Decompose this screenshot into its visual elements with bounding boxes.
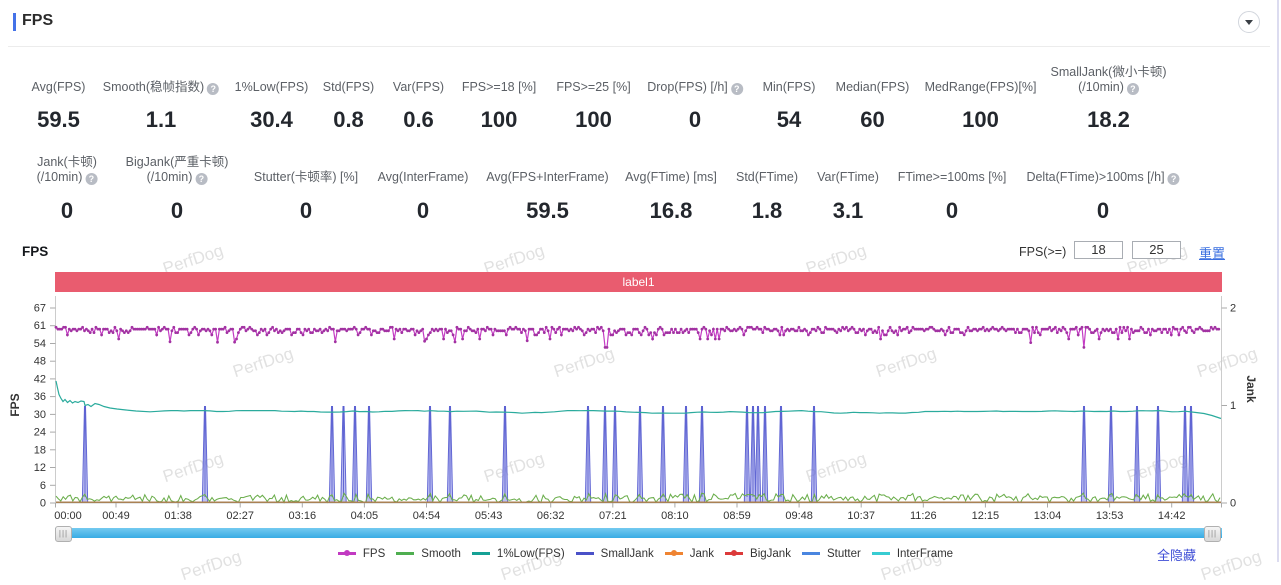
svg-text:00:49: 00:49 bbox=[102, 510, 130, 522]
svg-text:12:15: 12:15 bbox=[972, 510, 1000, 522]
svg-text:30: 30 bbox=[34, 409, 46, 421]
svg-text:42: 42 bbox=[34, 373, 46, 385]
svg-text:FPS: FPS bbox=[8, 393, 22, 416]
svg-text:03:16: 03:16 bbox=[289, 510, 317, 522]
svg-text:0: 0 bbox=[1230, 498, 1236, 510]
svg-text:04:54: 04:54 bbox=[413, 510, 441, 522]
svg-text:6: 6 bbox=[40, 480, 46, 492]
svg-text:08:10: 08:10 bbox=[661, 510, 689, 522]
svg-text:00:00: 00:00 bbox=[54, 510, 82, 522]
svg-text:Jank: Jank bbox=[1244, 375, 1258, 403]
svg-text:13:04: 13:04 bbox=[1034, 510, 1062, 522]
svg-text:09:48: 09:48 bbox=[785, 510, 813, 522]
svg-text:07:21: 07:21 bbox=[599, 510, 627, 522]
svg-text:48: 48 bbox=[34, 356, 46, 368]
svg-text:14:42: 14:42 bbox=[1158, 510, 1186, 522]
svg-text:36: 36 bbox=[34, 391, 46, 403]
svg-text:13:53: 13:53 bbox=[1096, 510, 1124, 522]
svg-text:2: 2 bbox=[1230, 303, 1236, 315]
svg-text:24: 24 bbox=[34, 427, 46, 439]
svg-text:08:59: 08:59 bbox=[723, 510, 751, 522]
svg-text:02:27: 02:27 bbox=[226, 510, 254, 522]
svg-text:06:32: 06:32 bbox=[537, 510, 565, 522]
svg-text:0: 0 bbox=[40, 498, 46, 510]
svg-text:1: 1 bbox=[1230, 400, 1236, 412]
svg-text:54: 54 bbox=[34, 338, 46, 350]
svg-text:04:05: 04:05 bbox=[351, 510, 379, 522]
svg-text:61: 61 bbox=[34, 320, 46, 332]
svg-text:11:26: 11:26 bbox=[910, 510, 937, 522]
svg-text:05:43: 05:43 bbox=[475, 510, 503, 522]
svg-text:67: 67 bbox=[34, 303, 46, 315]
svg-text:01:38: 01:38 bbox=[164, 510, 192, 522]
svg-text:18: 18 bbox=[34, 444, 46, 456]
svg-text:10:37: 10:37 bbox=[847, 510, 875, 522]
svg-text:12: 12 bbox=[34, 462, 46, 474]
